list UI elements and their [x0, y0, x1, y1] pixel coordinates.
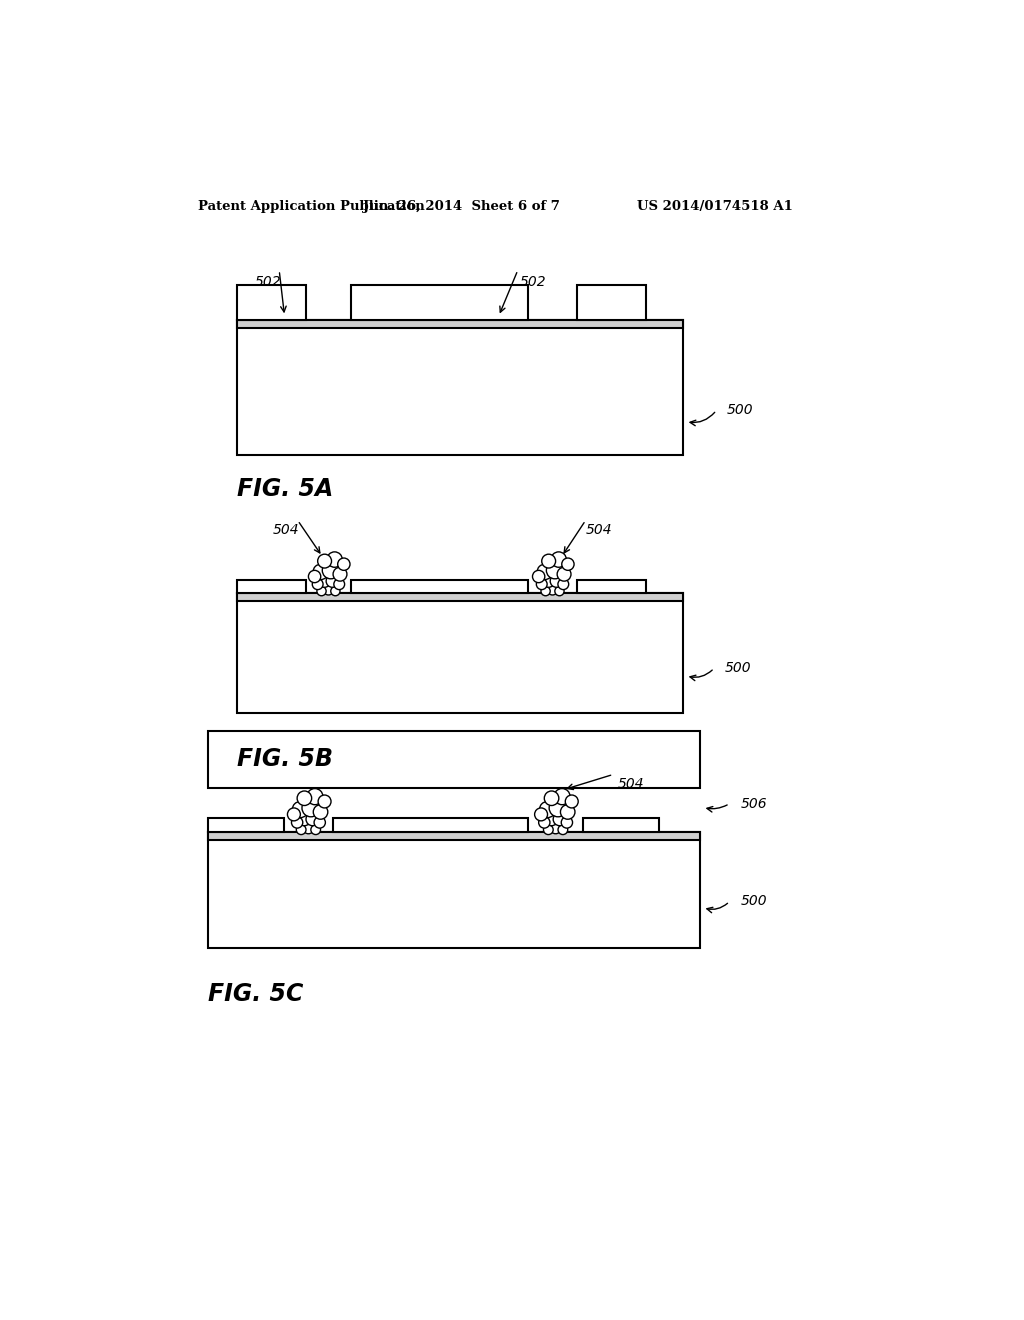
- Circle shape: [311, 825, 321, 834]
- Circle shape: [308, 570, 321, 582]
- Circle shape: [292, 801, 308, 817]
- Text: Jun. 26, 2014  Sheet 6 of 7: Jun. 26, 2014 Sheet 6 of 7: [364, 199, 560, 213]
- Circle shape: [318, 576, 331, 587]
- Circle shape: [288, 808, 300, 821]
- Circle shape: [550, 576, 562, 587]
- Circle shape: [338, 558, 350, 570]
- Circle shape: [297, 791, 311, 805]
- Circle shape: [554, 788, 570, 805]
- Circle shape: [307, 788, 323, 805]
- Circle shape: [296, 825, 306, 834]
- Text: 500: 500: [727, 403, 754, 417]
- Text: US 2014/0174518 A1: US 2014/0174518 A1: [637, 199, 794, 213]
- Circle shape: [532, 570, 545, 582]
- Circle shape: [312, 578, 323, 590]
- Circle shape: [537, 578, 547, 590]
- Circle shape: [323, 562, 339, 579]
- Circle shape: [558, 578, 568, 590]
- Circle shape: [558, 825, 567, 834]
- Bar: [578, 579, 646, 594]
- Circle shape: [560, 805, 574, 820]
- Text: 504: 504: [272, 523, 299, 536]
- Circle shape: [313, 805, 328, 820]
- Circle shape: [547, 562, 563, 579]
- Bar: [208, 818, 284, 832]
- Circle shape: [327, 552, 342, 568]
- Text: 500: 500: [740, 895, 767, 908]
- Circle shape: [314, 817, 326, 828]
- Circle shape: [545, 791, 559, 805]
- Circle shape: [544, 825, 553, 834]
- Circle shape: [542, 554, 556, 568]
- Circle shape: [557, 568, 571, 581]
- Circle shape: [562, 558, 574, 570]
- Bar: [351, 579, 528, 594]
- Circle shape: [326, 576, 339, 587]
- Bar: [208, 832, 700, 948]
- Circle shape: [318, 795, 331, 808]
- Circle shape: [316, 586, 326, 595]
- Bar: [237, 594, 683, 713]
- Text: FIG. 5A: FIG. 5A: [237, 478, 333, 502]
- Circle shape: [549, 799, 567, 817]
- Circle shape: [331, 586, 340, 595]
- Circle shape: [535, 808, 548, 821]
- Bar: [237, 285, 306, 321]
- Circle shape: [561, 817, 572, 828]
- Circle shape: [333, 568, 347, 581]
- Bar: [583, 818, 658, 832]
- Text: 502: 502: [520, 275, 547, 289]
- Circle shape: [313, 564, 329, 579]
- Circle shape: [553, 813, 566, 826]
- Circle shape: [545, 813, 558, 826]
- Text: 504: 504: [617, 777, 644, 792]
- Bar: [237, 594, 683, 601]
- Circle shape: [550, 822, 561, 834]
- Circle shape: [551, 552, 566, 568]
- Bar: [208, 730, 700, 788]
- Circle shape: [541, 586, 550, 595]
- Circle shape: [540, 801, 556, 817]
- Bar: [237, 321, 683, 455]
- Circle shape: [323, 585, 334, 595]
- Text: 506: 506: [740, 797, 767, 810]
- Circle shape: [317, 554, 332, 568]
- Circle shape: [539, 817, 550, 828]
- Bar: [333, 818, 528, 832]
- Bar: [237, 579, 306, 594]
- Circle shape: [306, 813, 318, 826]
- Bar: [351, 285, 528, 321]
- Text: Patent Application Publication: Patent Application Publication: [198, 199, 424, 213]
- Text: FIG. 5B: FIG. 5B: [237, 747, 333, 771]
- Bar: [208, 832, 700, 840]
- Text: FIG. 5C: FIG. 5C: [208, 982, 303, 1006]
- Bar: [578, 285, 646, 321]
- Circle shape: [538, 564, 553, 579]
- Circle shape: [302, 799, 319, 817]
- Bar: [237, 321, 683, 327]
- Circle shape: [292, 817, 303, 828]
- Text: 500: 500: [724, 661, 751, 675]
- Circle shape: [334, 578, 345, 590]
- Text: 502: 502: [254, 275, 281, 289]
- Text: 504: 504: [586, 523, 612, 536]
- Circle shape: [555, 586, 564, 595]
- Circle shape: [543, 576, 555, 587]
- Circle shape: [298, 813, 311, 826]
- Circle shape: [547, 585, 558, 595]
- Circle shape: [565, 795, 579, 808]
- Circle shape: [303, 822, 314, 834]
